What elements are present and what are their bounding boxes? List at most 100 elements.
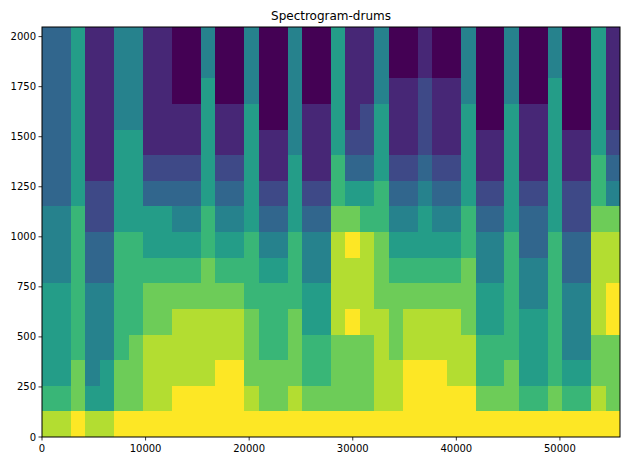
- cell: [288, 181, 302, 206]
- cell: [172, 206, 187, 232]
- cell: [533, 360, 548, 386]
- cell: [562, 335, 577, 360]
- cell: [562, 104, 577, 130]
- cell: [345, 104, 360, 130]
- cell: [42, 386, 56, 411]
- cell: [143, 206, 158, 232]
- cell: [273, 335, 288, 360]
- cell: [143, 53, 158, 78]
- cell: [490, 411, 504, 437]
- cell: [114, 206, 129, 232]
- cell: [244, 130, 259, 155]
- cell: [577, 258, 591, 283]
- cell: [519, 206, 533, 232]
- cell: [533, 104, 548, 130]
- cell: [230, 155, 244, 181]
- cell: [172, 386, 187, 411]
- cell: [302, 258, 317, 283]
- cell: [201, 78, 215, 104]
- cell: [71, 386, 85, 411]
- cell: [317, 78, 331, 104]
- cell: [100, 104, 114, 130]
- cell: [317, 411, 331, 437]
- cell: [100, 78, 114, 104]
- cell: [230, 360, 244, 386]
- cell: [360, 130, 374, 155]
- cell: [490, 206, 504, 232]
- cell: [533, 258, 548, 283]
- cell: [389, 386, 403, 411]
- cell: [273, 360, 288, 386]
- cell: [215, 232, 230, 258]
- cell: [215, 130, 230, 155]
- cell: [230, 232, 244, 258]
- cell: [56, 309, 71, 335]
- cell: [360, 53, 374, 78]
- x-tick-label: 20000: [233, 443, 265, 454]
- cell: [591, 386, 606, 411]
- y-tick: [39, 186, 43, 187]
- cell: [490, 155, 504, 181]
- cell: [143, 155, 158, 181]
- cell: [288, 258, 302, 283]
- cell: [71, 78, 85, 104]
- cell: [100, 155, 114, 181]
- cell: [432, 104, 447, 130]
- cell: [288, 155, 302, 181]
- cell: [374, 386, 389, 411]
- cell: [259, 386, 273, 411]
- cell: [302, 78, 317, 104]
- y-tick-label: 1500: [11, 131, 36, 142]
- cell: [114, 283, 129, 309]
- cell: [606, 104, 620, 130]
- cell: [288, 283, 302, 309]
- cell: [85, 386, 100, 411]
- cell: [259, 27, 273, 53]
- cell: [403, 181, 418, 206]
- cell: [302, 130, 317, 155]
- cell: [519, 309, 533, 335]
- cell: [259, 206, 273, 232]
- cell: [504, 411, 519, 437]
- cell: [100, 232, 114, 258]
- cell: [201, 53, 215, 78]
- cell: [129, 232, 143, 258]
- cell: [591, 181, 606, 206]
- cell: [432, 386, 447, 411]
- cell: [331, 206, 345, 232]
- cell: [360, 27, 374, 53]
- cell: [158, 27, 172, 53]
- cell: [562, 130, 577, 155]
- cell: [100, 181, 114, 206]
- cell: [577, 104, 591, 130]
- cell: [490, 53, 504, 78]
- cell: [215, 181, 230, 206]
- cell: [187, 181, 201, 206]
- cell: [215, 335, 230, 360]
- cell: [577, 309, 591, 335]
- cell: [187, 155, 201, 181]
- cell: [461, 78, 476, 104]
- cell: [548, 130, 562, 155]
- cell: [317, 181, 331, 206]
- cell: [71, 104, 85, 130]
- cell: [389, 78, 403, 104]
- cell: [85, 155, 100, 181]
- y-tick-label: 500: [17, 331, 36, 342]
- cell: [389, 360, 403, 386]
- cell: [56, 335, 71, 360]
- cell: [273, 283, 288, 309]
- x-tick-label: 30000: [337, 443, 369, 454]
- cell: [273, 411, 288, 437]
- title: Spectrogram-drums: [271, 9, 391, 23]
- cell: [172, 309, 187, 335]
- cell: [100, 335, 114, 360]
- cell: [345, 411, 360, 437]
- cell: [85, 360, 100, 386]
- cell: [418, 181, 432, 206]
- cell: [129, 53, 143, 78]
- cell: [548, 206, 562, 232]
- cell: [533, 232, 548, 258]
- cell: [331, 27, 345, 53]
- cell: [591, 155, 606, 181]
